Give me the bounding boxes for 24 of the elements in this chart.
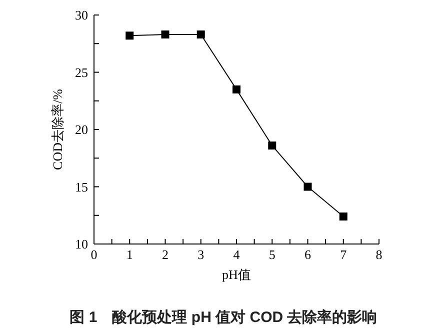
- x-tick-label: 0: [90, 247, 98, 262]
- point: [339, 212, 348, 221]
- x-tick-label: 3: [198, 247, 204, 262]
- y-tick-label: 25: [75, 64, 88, 80]
- x-tick-label: 5: [268, 247, 276, 262]
- point: [126, 32, 134, 40]
- point: [232, 85, 240, 94]
- point: [161, 30, 170, 38]
- y-tick-label: 20: [75, 122, 88, 137]
- caption: 图 1 酸化预处理 pH 值对 COD 去除率的影响: [70, 308, 378, 326]
- x-tick-label: 2: [162, 247, 168, 262]
- y-tick-label: 15: [75, 179, 88, 194]
- y-tick-label: 30: [75, 8, 88, 22]
- y-tick-label: 10: [75, 236, 88, 252]
- point: [304, 182, 312, 191]
- y-axis-title: COD去除率/%: [50, 88, 65, 170]
- x-tick-label: 1: [126, 247, 133, 262]
- point: [196, 30, 205, 38]
- x-tick-label: 4: [233, 247, 240, 262]
- x-axis-title: pH值: [222, 267, 251, 282]
- point: [268, 142, 276, 150]
- x-tick-label: 8: [376, 247, 382, 262]
- x-tick-label: 6: [304, 247, 312, 262]
- x-tick-label: 7: [340, 247, 348, 262]
